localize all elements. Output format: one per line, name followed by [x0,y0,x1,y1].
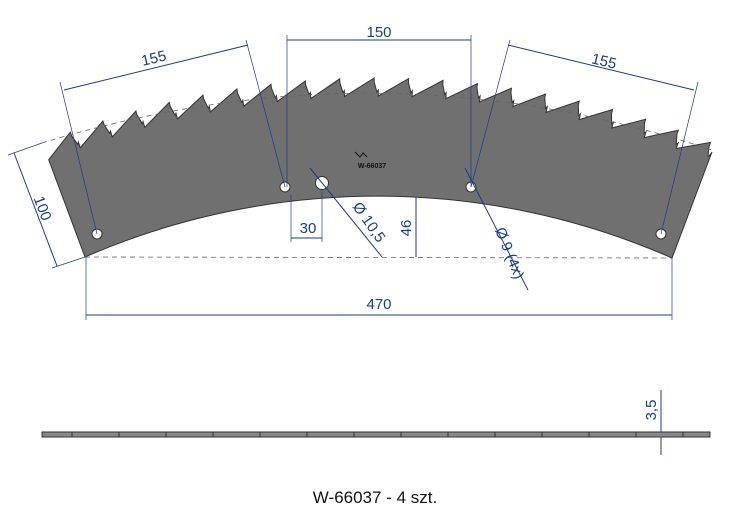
dim-line [13,152,58,267]
dim-text: 46 [398,220,415,237]
dim-text: 470 [366,296,391,313]
dim-line [63,44,249,91]
dim-text: 100 [30,194,55,223]
ext-line [470,39,511,188]
dim-text: 30 [300,220,317,237]
outer-arc-guide [41,92,713,151]
ext-line [660,81,699,235]
ext-line [59,81,98,235]
ext-line [245,39,286,188]
side-ticks [71,432,684,437]
base-guide [84,256,673,259]
leader [464,167,529,291]
dim-text: Ø 9 (4x) [491,225,527,282]
dim-text: 3,5 [643,400,660,421]
ext-line [7,142,43,156]
ext-line [51,256,86,269]
dim-text: 155 [140,48,168,70]
logo [354,151,368,158]
engraving: W-66037 [358,163,386,170]
dim-text: 155 [590,51,618,73]
leader [309,167,383,258]
dim-text: Ø 10,5 [349,199,389,246]
dim-line [507,44,695,91]
caption: W-66037 - 4 szt. [313,488,437,507]
dimensions [7,35,699,455]
dim-text: 150 [366,24,391,41]
side-view [41,431,711,438]
